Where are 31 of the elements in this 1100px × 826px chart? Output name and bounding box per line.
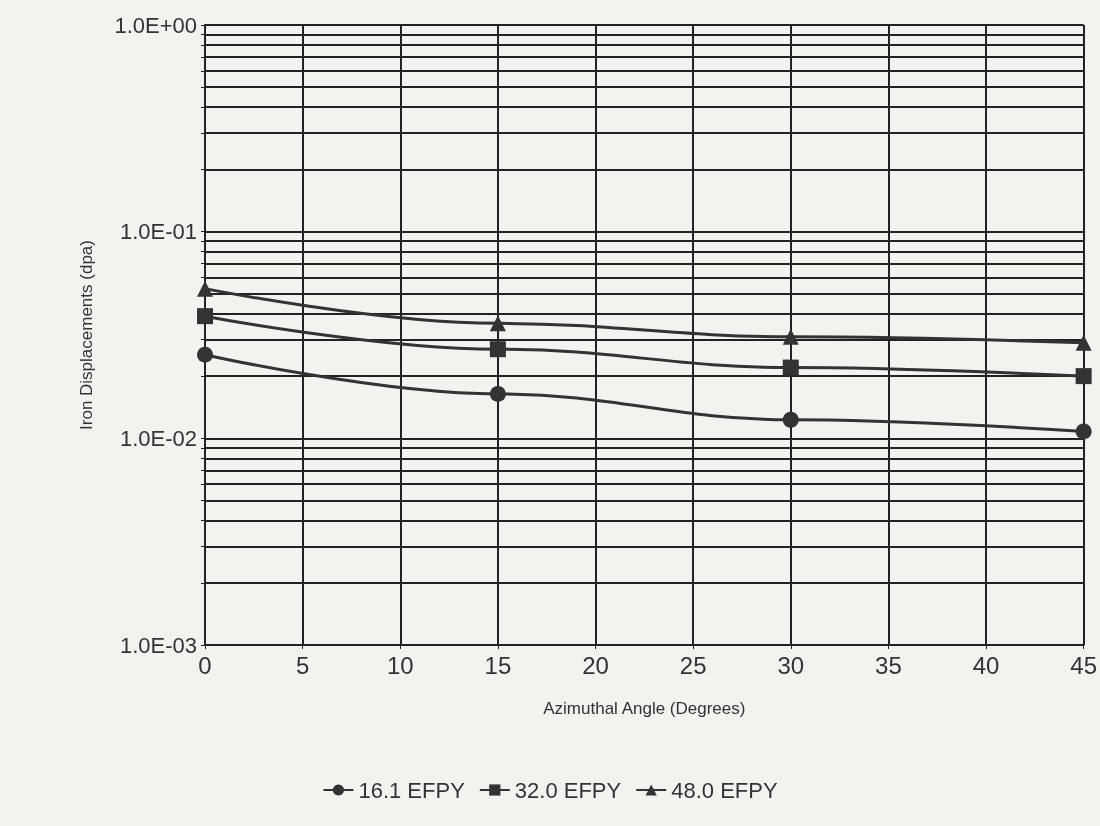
point bbox=[197, 280, 213, 297]
x-tick-label: 15 bbox=[484, 651, 512, 679]
point bbox=[489, 315, 506, 332]
point bbox=[1075, 334, 1092, 351]
point bbox=[489, 341, 506, 358]
legend-label: 48.0 EFPY bbox=[671, 777, 778, 803]
x-tick-label: 25 bbox=[679, 651, 707, 679]
y-tick-label: 1.0E-03 bbox=[119, 632, 197, 658]
point bbox=[197, 308, 213, 325]
x-tick-label: 45 bbox=[1070, 651, 1097, 679]
point bbox=[782, 328, 799, 345]
x-tick-label: 30 bbox=[777, 651, 805, 679]
point bbox=[1075, 368, 1092, 385]
legend-label: 16.1 EFPY bbox=[358, 777, 466, 803]
x-tick-label: 20 bbox=[582, 651, 609, 679]
x-tick-label: 35 bbox=[875, 651, 902, 679]
x-tick-label: 10 bbox=[386, 651, 414, 679]
y-tick-label: 1.0E-01 bbox=[119, 219, 197, 245]
y-tick-label: 1.0E-02 bbox=[119, 425, 197, 451]
point bbox=[489, 385, 506, 402]
y-tick-label: 1.0E+00 bbox=[114, 12, 197, 38]
x-tick-label: 5 bbox=[295, 651, 310, 679]
point bbox=[782, 359, 799, 376]
legend-label: 32.0 EFPY bbox=[514, 777, 622, 803]
y-axis-title: Iron Displacements (dpa) bbox=[77, 240, 96, 430]
point bbox=[197, 346, 213, 363]
x-tick-label: 0 bbox=[198, 651, 212, 679]
point bbox=[782, 411, 799, 428]
x-tick-label: 40 bbox=[972, 651, 1000, 679]
x-axis-title: Azimuthal Angle (Degrees) bbox=[543, 699, 746, 718]
point bbox=[1075, 423, 1092, 440]
